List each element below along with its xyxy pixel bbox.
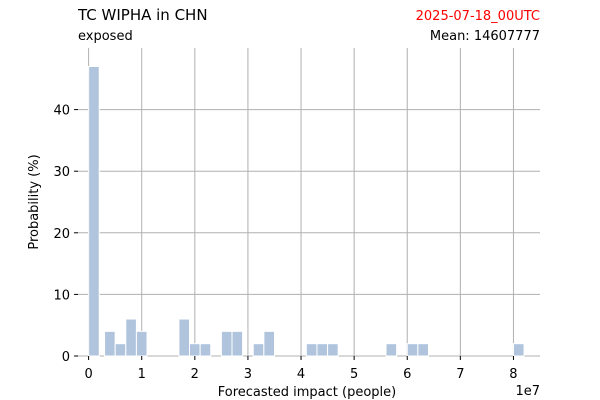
y-axis-label: Probability (%) [27, 154, 42, 249]
x-axis-ticks: 0 1 2 3 4 5 6 7 8 [84, 356, 518, 382]
x-axis-label: Forecasted impact (people) [218, 385, 396, 400]
y-tick-label: 10 [53, 288, 70, 303]
y-tick-label: 0 [62, 350, 70, 365]
histogram-bar [417, 343, 429, 357]
chart-title: TC WIPHA in CHN [77, 6, 208, 24]
histogram-bar [316, 343, 329, 357]
histogram-bar [327, 343, 339, 357]
histogram-bar [512, 343, 525, 357]
histogram-bar [220, 330, 233, 357]
histogram-bar [231, 330, 244, 357]
histogram-bar [385, 343, 398, 357]
histogram-bar [189, 343, 201, 357]
x-tick-label: 3 [244, 367, 252, 382]
histogram-bar [252, 343, 265, 357]
mean-label: Mean: 14607777 [430, 29, 540, 44]
histogram-bar [178, 318, 191, 357]
x-tick-label: 6 [403, 367, 411, 382]
chart-subtitle: exposed [78, 29, 133, 44]
histogram-bar [305, 343, 318, 357]
y-tick-label: 30 [53, 165, 70, 180]
histogram-bar [88, 65, 100, 357]
x-tick-label: 8 [509, 367, 517, 382]
histogram-bar [125, 318, 137, 357]
date-label: 2025-07-18_00UTC [416, 9, 540, 24]
x-offset-label: 1e7 [515, 384, 540, 399]
histogram-bar [406, 343, 419, 357]
x-tick-label: 0 [84, 367, 92, 382]
y-tick-label: 20 [53, 227, 70, 242]
histogram-bar [114, 343, 127, 357]
histogram-bar [104, 330, 116, 357]
y-tick-label: 40 [53, 104, 70, 119]
histogram-bar [263, 330, 275, 357]
x-tick-label: 2 [191, 367, 199, 382]
bars-group [88, 65, 525, 357]
y-axis-ticks: 0 10 20 30 40 [53, 104, 78, 365]
histogram-bar [135, 330, 148, 357]
x-tick-label: 1 [138, 367, 146, 382]
x-tick-label: 5 [350, 367, 358, 382]
x-tick-label: 7 [456, 367, 464, 382]
grid-lines [78, 48, 540, 357]
histogram-bar [199, 343, 212, 357]
x-tick-label: 4 [297, 367, 305, 382]
